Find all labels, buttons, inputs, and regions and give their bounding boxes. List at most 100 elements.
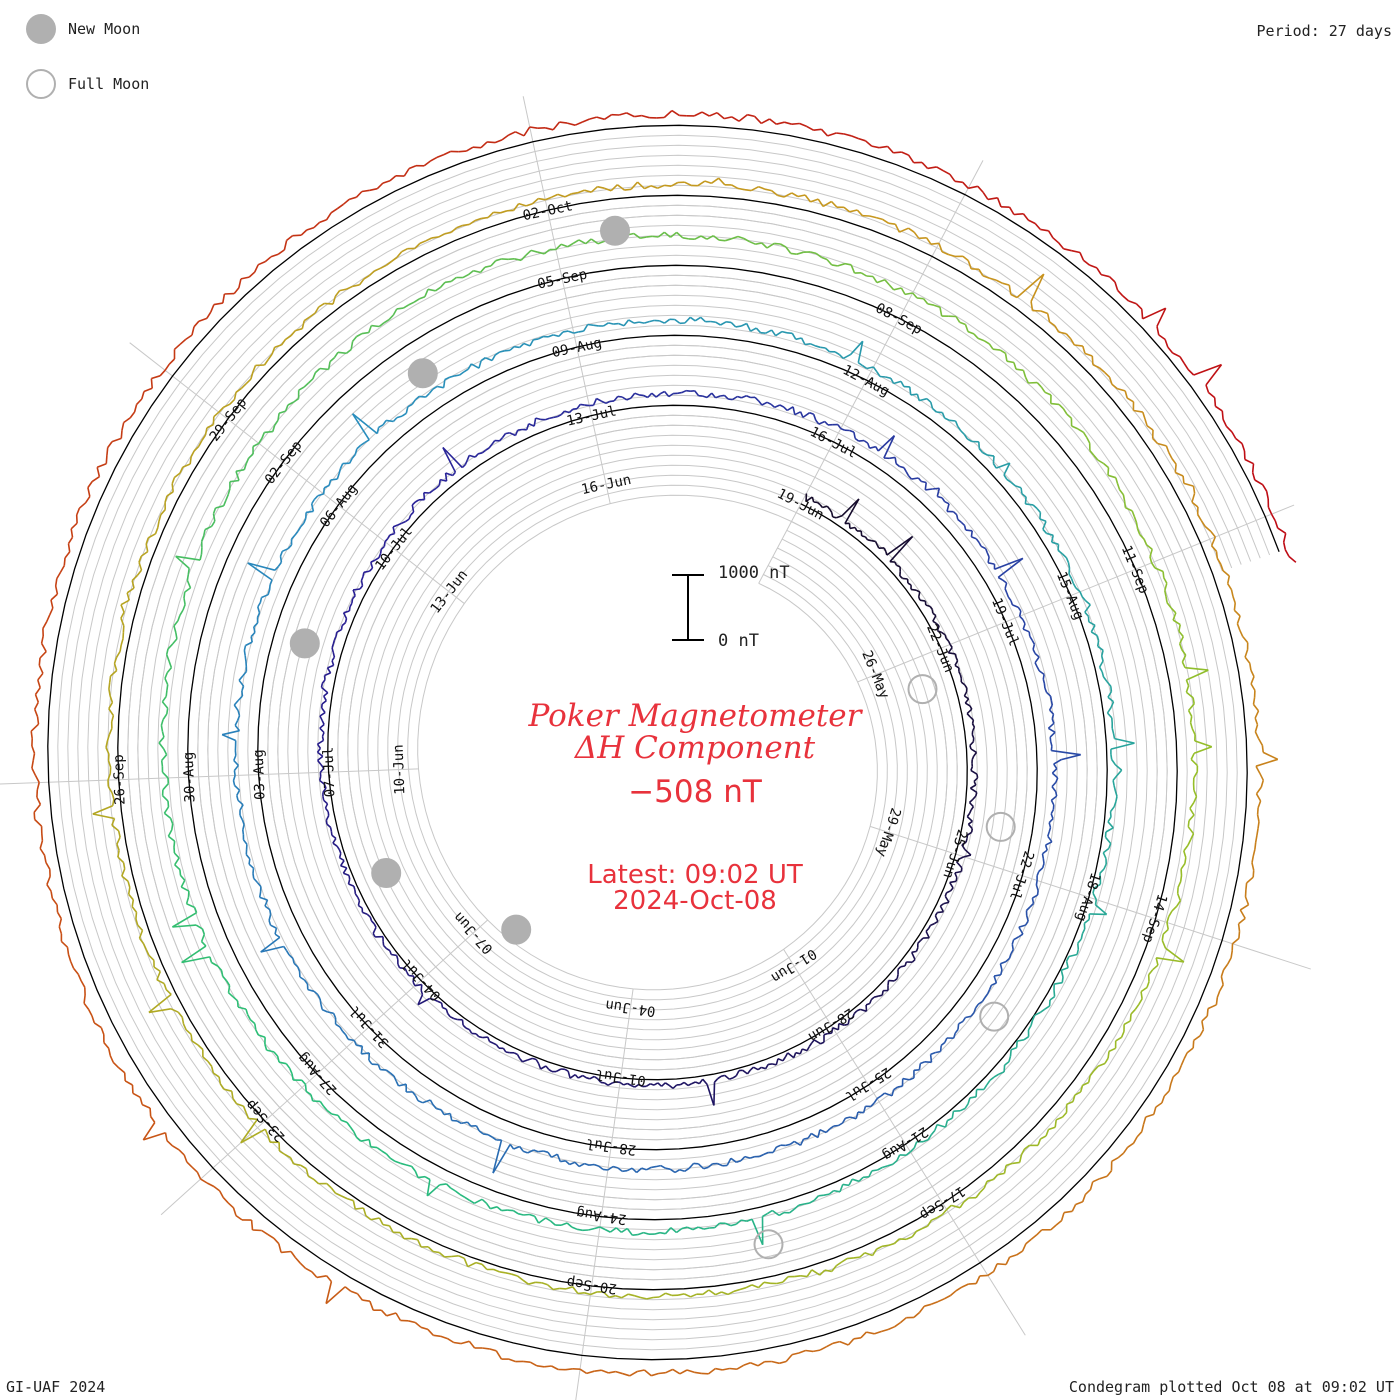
trace-segment: [641, 114, 650, 119]
trace-segment: [318, 776, 322, 781]
trace-segment: [574, 121, 583, 126]
trace-segment: [987, 454, 995, 457]
trace-segment: [761, 242, 768, 249]
trace-segment: [615, 1294, 622, 1299]
trace-segment: [582, 1074, 587, 1079]
trace-segment: [348, 606, 351, 612]
trace-segment: [1155, 1102, 1163, 1108]
trace-segment: [321, 700, 327, 705]
trace-segment: [684, 1167, 690, 1172]
trace-segment: [297, 966, 301, 972]
trace-segment: [433, 1334, 441, 1338]
trace-segment: [838, 1122, 844, 1127]
trace-segment: [944, 1037, 948, 1043]
trace-segment: [936, 166, 944, 172]
trace-segment: [650, 1083, 655, 1086]
trace-segment: [372, 933, 376, 938]
trace-segment: [860, 272, 867, 277]
trace-segment: [577, 189, 585, 194]
trace-segment: [174, 864, 181, 871]
trace-segment: [259, 597, 263, 603]
trace-segment: [1009, 1254, 1017, 1258]
trace-segment: [749, 1066, 754, 1071]
trace-segment: [368, 1139, 372, 1147]
trace-segment: [355, 190, 363, 198]
trace-segment: [440, 1109, 445, 1116]
trace-segment: [1114, 737, 1135, 744]
trace-segment: [907, 154, 915, 164]
trace-segment: [1254, 710, 1260, 719]
trace-segment: [369, 567, 374, 572]
trace-segment: [172, 924, 197, 928]
trace-segment: [1254, 731, 1260, 739]
trace-segment: [514, 258, 522, 262]
trace-segment: [1256, 814, 1260, 822]
trace-segment: [971, 723, 976, 728]
trace-segment: [515, 131, 525, 137]
trace-segment: [236, 795, 239, 801]
trace-segment: [578, 1162, 585, 1168]
trace-segment: [585, 1076, 591, 1080]
trace-segment: [370, 1217, 380, 1221]
trace-segment: [836, 514, 843, 519]
trace-segment: [1040, 310, 1048, 315]
trace-segment: [925, 488, 933, 491]
trace-segment: [429, 1099, 434, 1106]
trace-segment: [1165, 445, 1170, 453]
trace-segment: [941, 1209, 948, 1216]
trace-segment: [40, 642, 47, 652]
trace-segment: [327, 1011, 334, 1015]
trace-segment: [1183, 850, 1187, 858]
trace-segment: [1012, 1161, 1020, 1165]
trace-segment: [242, 1105, 247, 1113]
trace-segment: [649, 319, 655, 323]
trace-segment: [552, 121, 561, 131]
trace-segment: [40, 635, 44, 644]
trace-segment: [426, 1179, 431, 1197]
trace-segment: [971, 726, 976, 732]
trace-segment: [196, 1171, 202, 1180]
trace-segment: [395, 1080, 400, 1087]
trace-segment: [1123, 1020, 1131, 1026]
trace-segment: [517, 428, 523, 431]
trace-segment: [1152, 437, 1159, 445]
trace-segment: [1091, 355, 1094, 365]
trace-segment: [787, 1052, 795, 1059]
trace-segment: [929, 1054, 933, 1063]
trace-segment: [1071, 425, 1079, 430]
trace-segment: [961, 841, 967, 846]
date-label: 25-Jul: [842, 1064, 893, 1104]
trace-segment: [291, 1073, 294, 1081]
trace-segment: [212, 1072, 220, 1078]
trace-segment: [1050, 795, 1058, 801]
trace-segment: [173, 841, 176, 848]
trace-segment: [1149, 556, 1153, 564]
trace-segment: [359, 585, 364, 590]
trace-segment: [827, 132, 837, 137]
trace-segment: [967, 260, 972, 270]
trace-segment: [551, 1365, 559, 1371]
trace-segment: [361, 331, 369, 335]
trace-segment: [334, 290, 341, 297]
trace-segment: [425, 392, 430, 398]
date-label: 16-Jul: [807, 424, 859, 462]
grid-spoke: [783, 949, 1026, 1336]
trace-segment: [442, 446, 463, 469]
trace-segment: [926, 1219, 933, 1227]
trace-segment: [495, 1044, 500, 1049]
trace-segment: [875, 216, 883, 221]
trace-segment: [502, 1047, 507, 1053]
trace-segment: [1138, 998, 1143, 1005]
trace-segment: [1029, 902, 1035, 908]
trace-segment: [604, 1228, 611, 1233]
trace-segment: [389, 1072, 395, 1077]
trace-segment: [643, 320, 650, 324]
trace-segment: [594, 1369, 602, 1372]
trace-segment: [319, 219, 327, 224]
trace-segment: [969, 716, 974, 721]
trace-segment: [1102, 852, 1107, 859]
trace-segment: [968, 185, 978, 190]
trace-segment: [278, 1061, 287, 1065]
trace-segment: [784, 1052, 789, 1058]
trace-segment: [59, 565, 65, 573]
